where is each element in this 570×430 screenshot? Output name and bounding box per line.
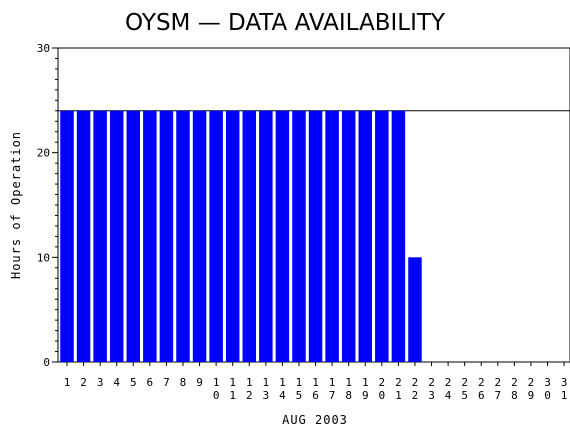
bar-day-12 (242, 110, 257, 362)
bar-day-9 (192, 110, 207, 362)
y-tick-label: 30 (37, 42, 50, 55)
bar-day-15 (292, 110, 306, 362)
x-axis: 1 2 3 4 5 6 7 8 9 1 01 11 21 31 41 51 61 71 81 92 02 12 22 32 42… (64, 362, 568, 402)
y-tick-label: 10 (37, 251, 50, 264)
bar-day-3 (93, 110, 107, 362)
bar-day-16 (308, 110, 323, 362)
bar-day-6 (143, 110, 157, 362)
bar-day-11 (225, 110, 240, 362)
bar-day-8 (176, 110, 190, 362)
bar-day-10 (209, 110, 223, 362)
x-tick-label: 5 (130, 376, 137, 389)
bars-group (60, 110, 422, 362)
bar-day-18 (341, 110, 356, 362)
x-tick-label: 6 (147, 376, 154, 389)
x-tick-label: 9 (196, 376, 203, 389)
x-tick-label: 2 (80, 376, 87, 389)
bar-day-20 (375, 110, 389, 362)
y-tick-label: 0 (43, 356, 50, 369)
bar-day-2 (76, 110, 91, 362)
chart-title: OYSM — DATA AVAILABILITY (125, 10, 446, 36)
bar-day-21 (391, 110, 406, 362)
bar-day-4 (109, 110, 124, 362)
bar-day-1 (60, 110, 74, 362)
bar-day-13 (259, 110, 273, 362)
bar-day-17 (325, 110, 339, 362)
x-tick-label: 7 (163, 376, 170, 389)
x-tick-label: 3 (97, 376, 104, 389)
x-tick-label: 8 (180, 376, 187, 389)
x-axis-label: AUG 2003 (282, 413, 348, 427)
bar-day-5 (126, 110, 141, 362)
bar-day-7 (159, 110, 174, 362)
y-tick-label: 20 (37, 147, 50, 160)
y-axis: 0 10 20 30 (37, 42, 58, 369)
bar-day-19 (358, 110, 373, 362)
y-axis-label: Hours of Operation (9, 131, 23, 279)
x-tick-label: 1 (64, 376, 71, 389)
bar-day-22 (408, 257, 422, 362)
bar-day-14 (275, 110, 290, 362)
x-tick-label: 4 (113, 376, 120, 389)
